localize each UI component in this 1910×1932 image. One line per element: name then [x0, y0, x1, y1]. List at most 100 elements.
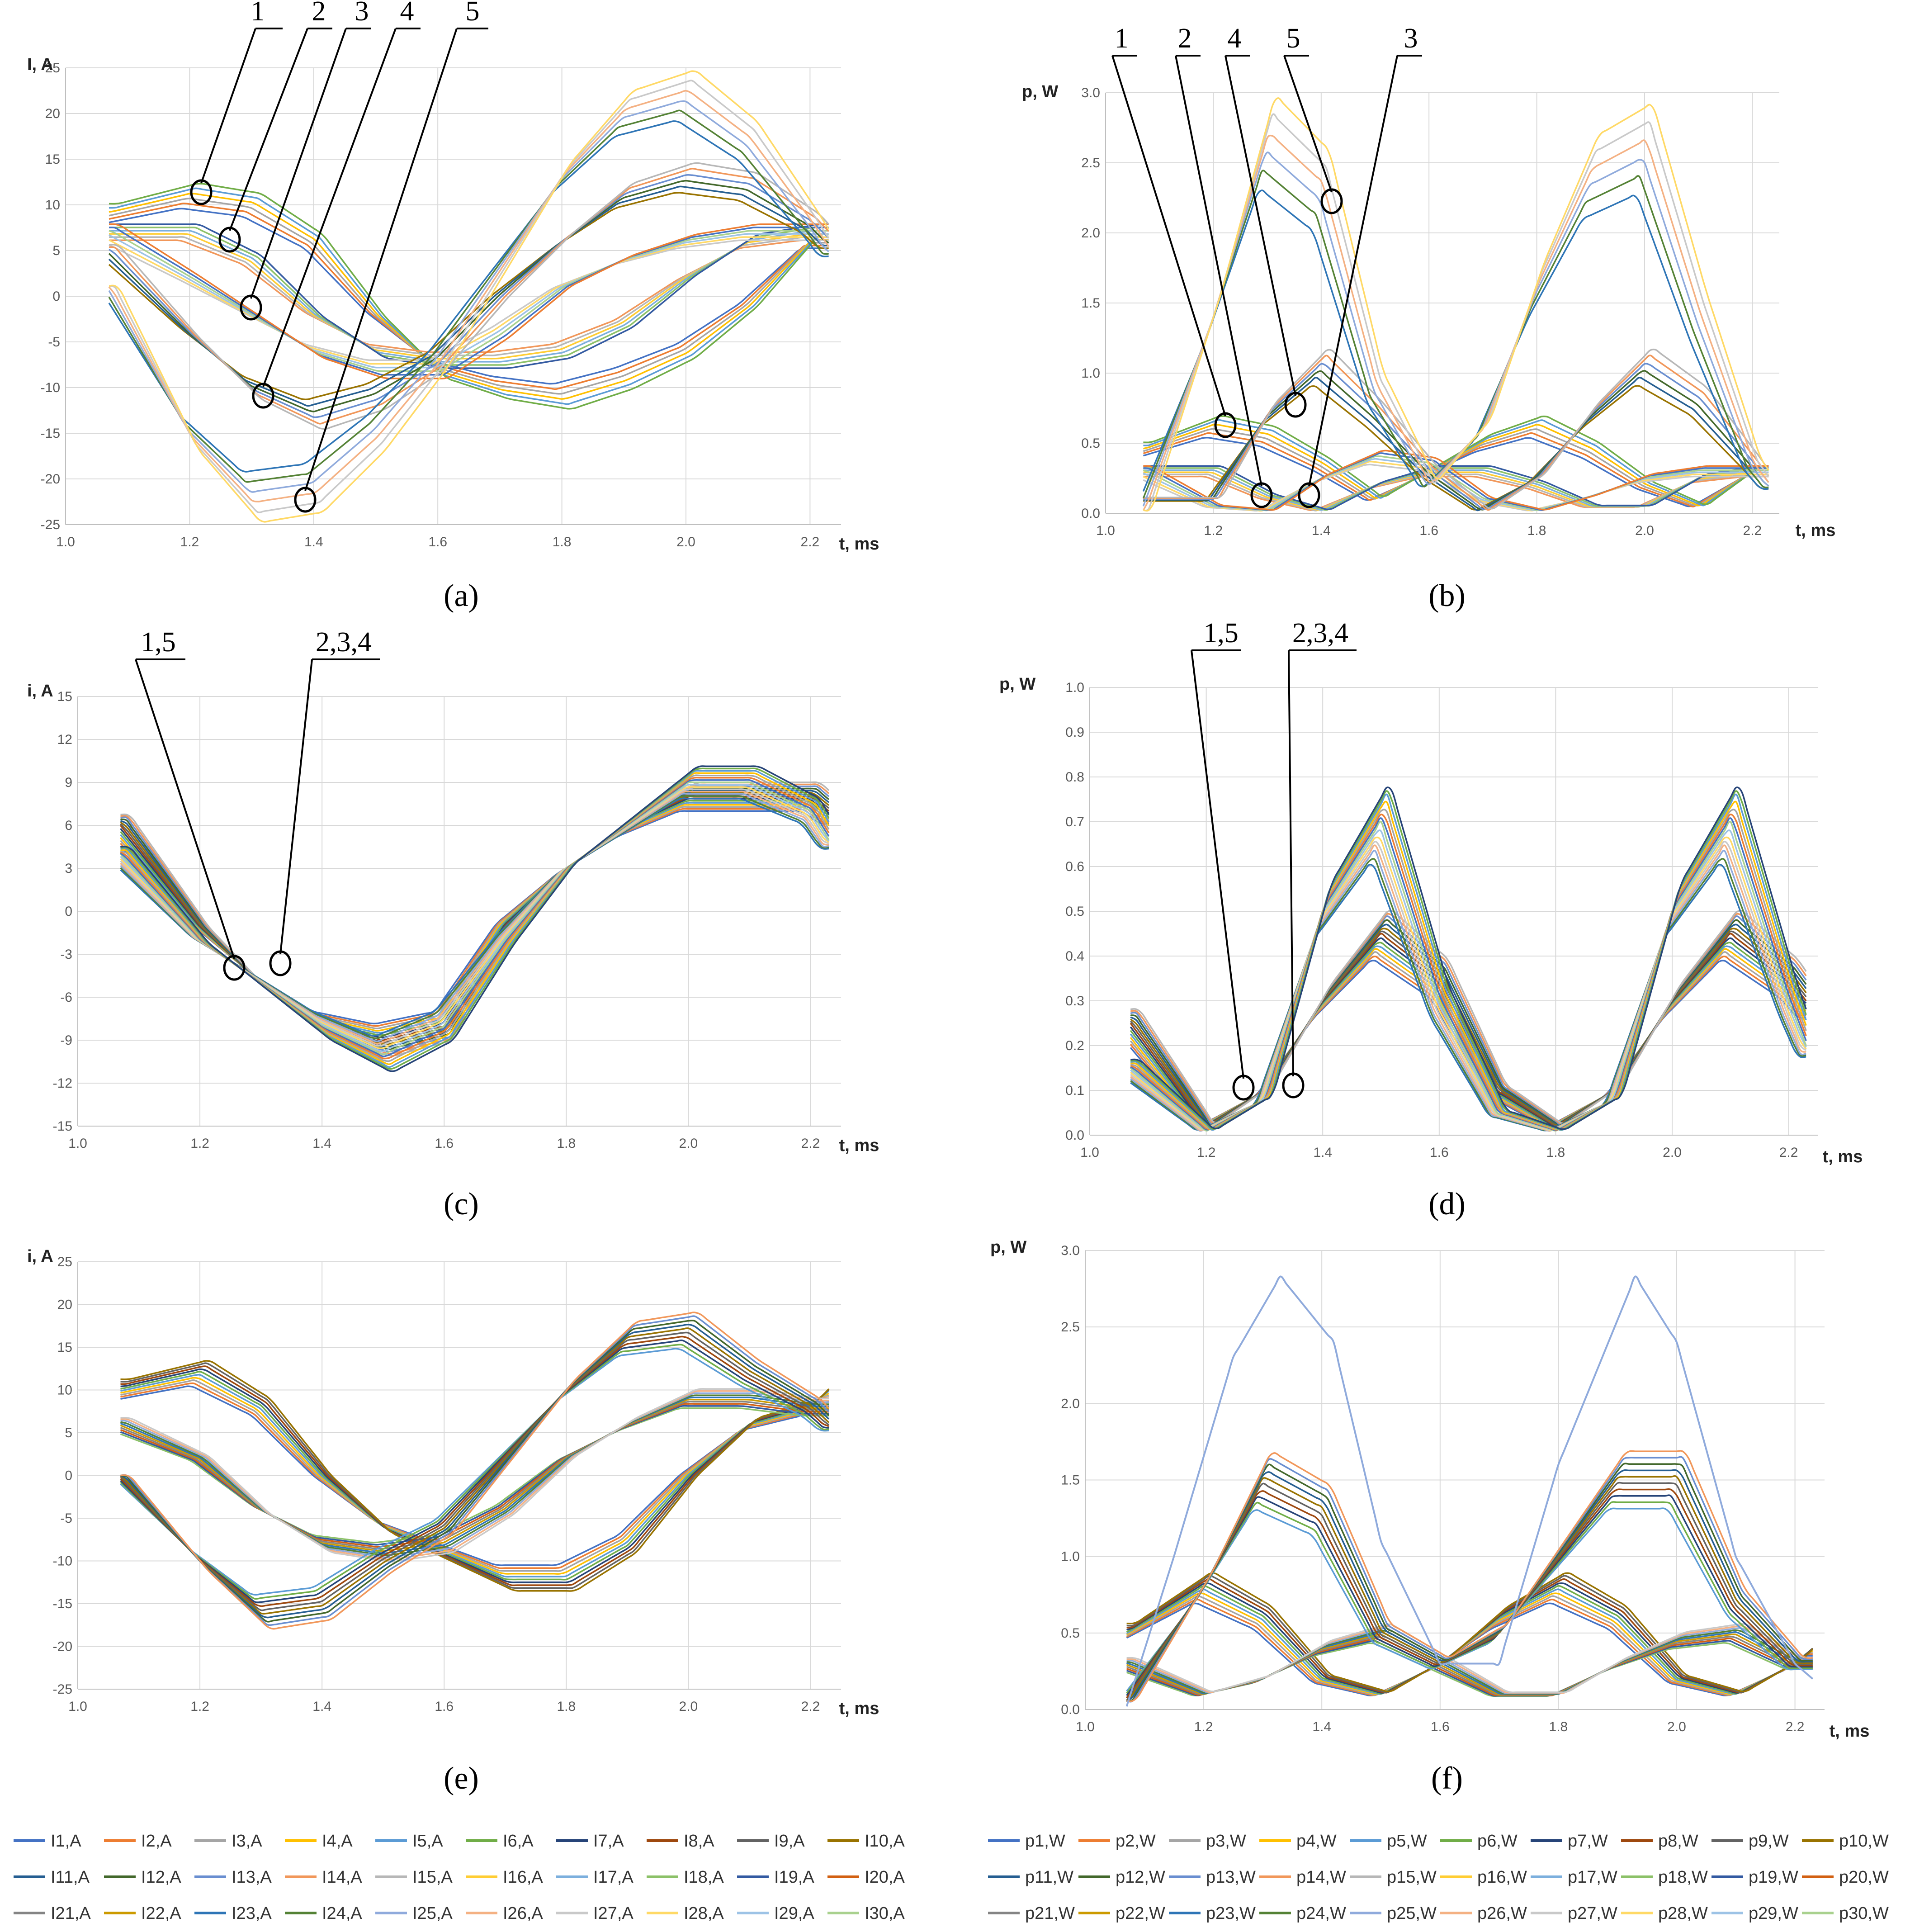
callout-label: 5: [466, 0, 480, 27]
legend-label: p1,W: [1025, 1832, 1065, 1851]
x-tick-label: 1.4: [1312, 523, 1331, 538]
y-tick-label: -9: [60, 1033, 72, 1048]
legend-label: p5,W: [1387, 1832, 1427, 1851]
y-tick-label: 3.0: [1061, 1243, 1080, 1258]
x-tick-label: 1.8: [553, 535, 572, 549]
series-line: [109, 208, 829, 385]
legend-item: p21,W: [988, 1904, 1075, 1923]
callout-leader: [1224, 55, 1296, 396]
y-tick-label: 0.0: [1081, 506, 1100, 521]
legend-item: p5,W: [1350, 1832, 1427, 1851]
series-line: [120, 1373, 830, 1578]
legend-item: p10,W: [1802, 1832, 1889, 1851]
legend-label: I23,A: [232, 1904, 272, 1923]
y-tick-label: 0.5: [1061, 1626, 1080, 1641]
legend-item: I14,A: [285, 1868, 362, 1887]
x-tick-label: 1.0: [1096, 523, 1115, 538]
legend-label: p16,W: [1477, 1868, 1527, 1887]
series-line: [1143, 363, 1769, 511]
y-tick-label: 0.3: [1065, 994, 1084, 1009]
y-axis-label: p, W: [999, 675, 1035, 694]
x-tick-label: 1.8: [557, 1699, 576, 1714]
x-tick-label: 2.2: [801, 1699, 820, 1714]
panel-label: (d): [1428, 1187, 1466, 1222]
legend-label: I1,A: [51, 1832, 81, 1851]
callout-label: 5: [1286, 23, 1300, 54]
series-line: [120, 1394, 829, 1556]
y-tick-label: 0.5: [1065, 904, 1084, 919]
legend-item: p17,W: [1531, 1868, 1617, 1887]
callout-label: 2,3,4: [1292, 618, 1348, 649]
legend-label: p10,W: [1839, 1832, 1889, 1851]
series-line: [1126, 1623, 1813, 1693]
legend-label: p26,W: [1477, 1904, 1527, 1923]
series-line: [120, 774, 830, 1062]
y-tick-label: -25: [41, 517, 60, 532]
legend-label: p12,W: [1116, 1868, 1165, 1887]
series-line: [1143, 415, 1769, 505]
legend-item: I30,A: [827, 1904, 905, 1923]
series-line: [120, 1348, 829, 1596]
panel-c: -15 -12 -9 -6 -3 0 3 6 9 12 15 1.0 1.2 1.4 1.6 1.8 2.0 2.…: [27, 627, 879, 1222]
x-tick-label: 1.4: [304, 535, 323, 549]
y-tick-label: -15: [41, 426, 60, 441]
series-line: [120, 767, 830, 1070]
callout-label: 1: [251, 0, 265, 27]
x-tick-label: 1.6: [435, 1136, 454, 1151]
legend-item: p30,W: [1802, 1904, 1889, 1923]
legend-label: p19,W: [1749, 1868, 1798, 1887]
series-group: [108, 70, 830, 523]
y-tick-label: 2.5: [1061, 1320, 1080, 1335]
legend-label: p3,W: [1206, 1832, 1246, 1851]
legend-item: I17,A: [556, 1868, 634, 1887]
series-line: [120, 1368, 830, 1583]
legend-item: p22,W: [1078, 1904, 1165, 1923]
y-axis-label: I, A: [27, 55, 53, 74]
legend-label: I21,A: [51, 1904, 91, 1923]
legend-label: I26,A: [503, 1904, 543, 1923]
legend-item: I20,A: [827, 1868, 905, 1887]
legend-current: I1,A I2,A I3,A I4,A I5,A I6,A I7,A I8,A I9,A I10,…: [14, 1832, 905, 1923]
legend-label: I4,A: [322, 1832, 353, 1851]
x-tick-label: 1.6: [1430, 1145, 1449, 1160]
y-tick-label: -12: [53, 1076, 72, 1091]
series-group: [1142, 97, 1769, 512]
legend-item: p3,W: [1169, 1832, 1246, 1851]
callout-leader: [279, 659, 313, 955]
callout-label: 2: [1178, 23, 1192, 54]
callout-marker: [223, 955, 246, 981]
x-tick-label: 2.0: [1635, 523, 1654, 538]
y-tick-label: -10: [41, 380, 60, 395]
legend-item: I4,A: [285, 1832, 353, 1851]
legend-label: p11,W: [1025, 1868, 1073, 1887]
series-line: [1143, 355, 1769, 511]
panel-d: 0.0 0.1 0.2 0.3 0.4 0.5 0.6 0.7 0.8 0.9 1.0 1.0 1.2 1…: [999, 618, 1863, 1222]
legend-item: p6,W: [1440, 1832, 1518, 1851]
legend-item: I7,A: [556, 1832, 624, 1851]
series-line: [1126, 1456, 1813, 1703]
callout-leader: [1308, 55, 1398, 487]
callout-marker: [269, 950, 292, 976]
legend-item: p27,W: [1531, 1904, 1617, 1923]
y-tick-label: 3: [65, 861, 72, 876]
legend-label: I25,A: [412, 1904, 453, 1923]
series-line: [120, 1312, 830, 1630]
legend-label: p30,W: [1839, 1904, 1889, 1923]
series-line: [1142, 170, 1769, 499]
legend-label: I2,A: [141, 1832, 172, 1851]
series-line: [109, 230, 829, 372]
legend-label: I9,A: [774, 1832, 805, 1851]
series-line: [109, 162, 829, 430]
legend-label: p13,W: [1206, 1868, 1256, 1887]
legend-item: p11,W: [988, 1868, 1073, 1887]
callout-marker: [252, 383, 274, 409]
callout: 4: [1224, 23, 1307, 418]
series-line: [120, 1403, 829, 1548]
series-line: [1143, 469, 1769, 511]
callout: 2: [218, 0, 332, 253]
x-tick-label: 2.0: [679, 1136, 698, 1151]
x-tick-label: 2.2: [801, 1136, 820, 1151]
x-tick-label: 1.4: [1313, 1145, 1332, 1160]
x-tick-label: 1.2: [1204, 523, 1223, 538]
